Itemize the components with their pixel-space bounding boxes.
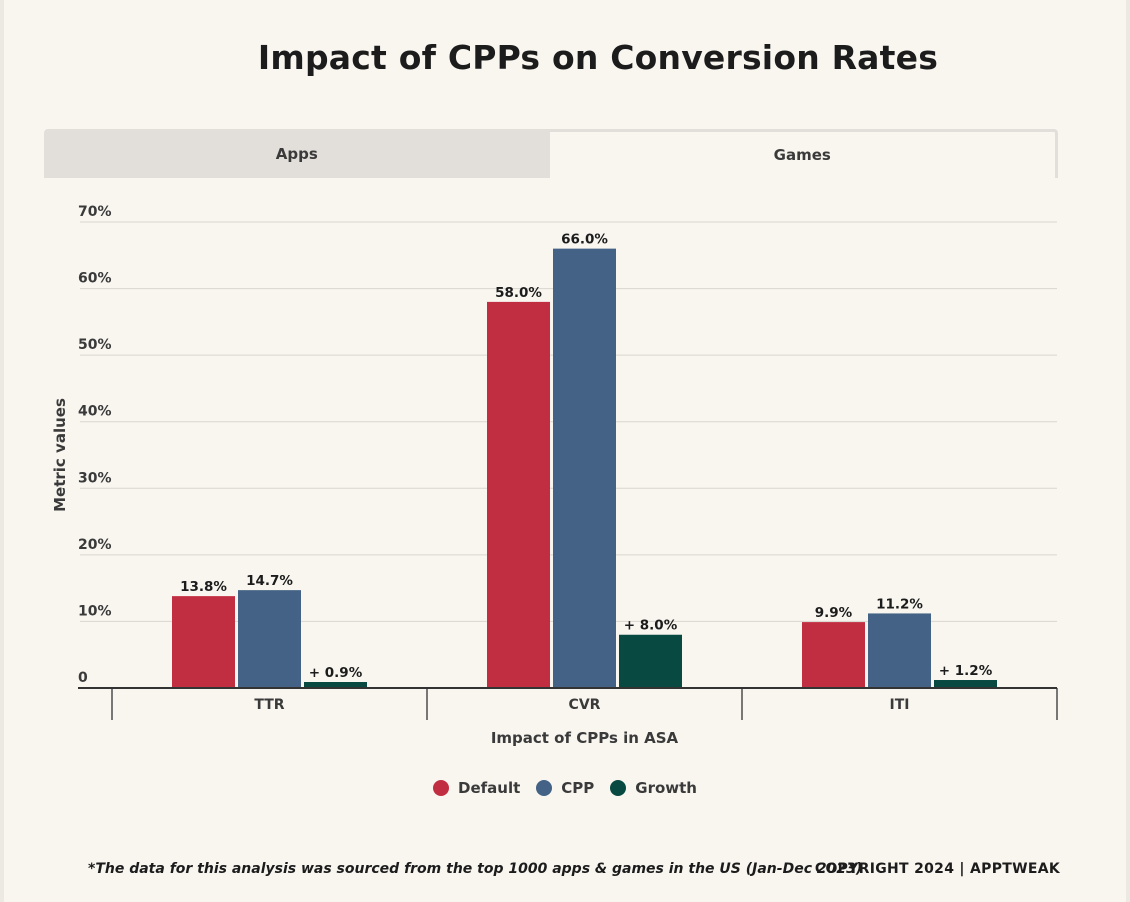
data-label: + 0.9% [309,665,363,681]
data-label: + 8.0% [624,618,678,634]
data-label: 13.8% [180,579,227,595]
y-tick-label: 20% [78,537,112,553]
bar-default-iti [802,622,865,688]
legend-swatch-cpp [536,780,553,796]
data-label: 14.7% [246,573,293,589]
data-source-footnote: *The data for this analysis was sourced … [88,861,863,877]
bar-cpp-ttr [238,590,301,688]
legend-item-default[interactable]: Default [433,779,520,797]
tab-apps[interactable]: Apps [44,129,550,178]
y-tick-label: 50% [78,337,112,353]
legend-item-cpp[interactable]: CPP [536,779,594,797]
x-axis-label: Impact of CPPs in ASA [491,729,679,747]
legend-swatch-growth [610,780,627,796]
legend-label-cpp: CPP [561,779,595,797]
data-label: 11.2% [876,596,923,612]
chart-legend: Default CPP Growth [0,779,1130,797]
copyright-notice: COPYRIGHT 2024 | APPTWEAK [814,861,1060,877]
bar-default-cvr [487,301,550,688]
data-label: 58.0% [495,285,542,301]
x-tick-label: CVR [569,697,601,713]
bar-cpp-cvr [553,248,616,688]
data-label: + 1.2% [939,663,993,679]
y-tick-label: 10% [78,603,112,619]
data-label: 9.9% [815,605,853,621]
legend-item-growth[interactable]: Growth [610,779,697,797]
bar-growth-cvr [619,634,682,688]
x-tick-label: ITI [890,697,910,713]
legend-label-default: Default [458,779,521,797]
tab-bar: Apps Games [44,129,1058,178]
bar-growth-iti [934,680,997,688]
y-tick-label: 30% [78,470,112,486]
chart-title: Impact of CPPs on Conversion Rates [257,38,939,77]
legend-label-growth: Growth [635,779,697,797]
frame-left-edge [0,0,4,902]
y-tick-label: 60% [78,271,112,287]
y-tick-label: 0 [78,670,88,686]
legend-swatch-default [433,780,449,796]
y-axis-label: Metric values [51,398,69,512]
frame-right-edge [1126,0,1130,902]
bar-cpp-iti [868,613,931,688]
y-tick-label: 40% [78,404,112,420]
bar-growth-ttr [304,682,367,688]
bar-default-ttr [172,596,235,688]
y-tick-label: 70% [78,204,112,220]
tab-games[interactable]: Games [549,129,1058,178]
x-tick-label: TTR [254,697,284,713]
data-label: 66.0% [561,232,608,248]
